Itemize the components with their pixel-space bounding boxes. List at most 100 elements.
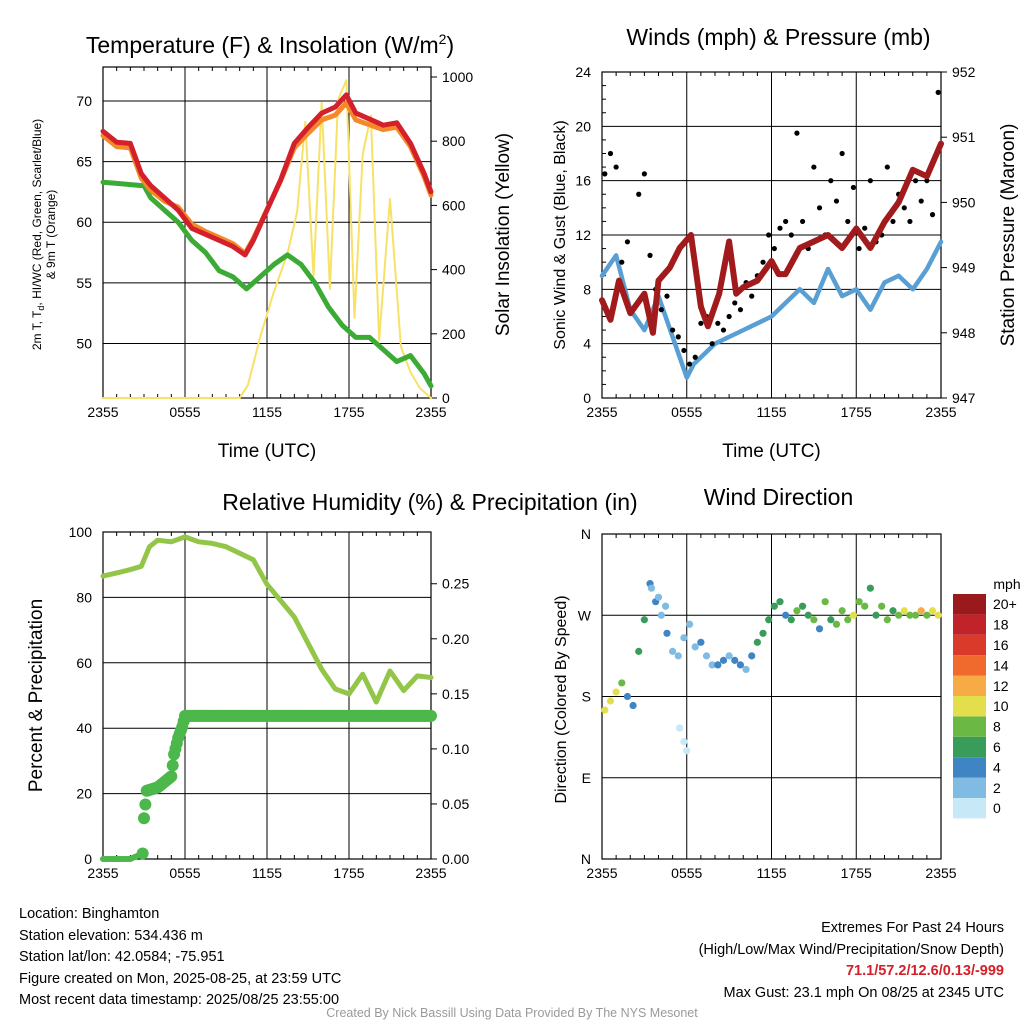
gust-point bbox=[624, 239, 631, 245]
gust-point bbox=[856, 245, 862, 252]
direction-point bbox=[900, 607, 908, 615]
wind-y2tick-label: 950 bbox=[952, 194, 976, 210]
station-pressure-line bbox=[599, 140, 944, 336]
wind-ytick-label: 20 bbox=[575, 118, 591, 134]
wind-ytick-label: 0 bbox=[583, 390, 591, 406]
rh-y-axis-label-group: Percent & Precipitation bbox=[26, 599, 47, 792]
wind-y2tick-label: 948 bbox=[952, 325, 976, 341]
temp-y2-axis-label: Solar Insolation (Yellow) bbox=[493, 133, 514, 336]
gust-point bbox=[720, 327, 727, 333]
colorbar-label: 20+ bbox=[993, 596, 1017, 612]
dir-xtick-label: 1755 bbox=[841, 865, 872, 881]
colorbar-swatch bbox=[953, 634, 986, 656]
wind-chart-title: Winds (mph) & Pressure (mb) bbox=[626, 24, 930, 50]
gust-point bbox=[918, 198, 924, 204]
direction-point bbox=[736, 661, 745, 669]
gust-point bbox=[636, 191, 642, 197]
wind-plot-frame bbox=[601, 71, 942, 399]
direction-point bbox=[765, 616, 773, 624]
direction-point bbox=[685, 620, 694, 628]
temp-plot-frame bbox=[102, 66, 432, 399]
dir-ytick-label: N bbox=[581, 851, 591, 867]
gust-point bbox=[675, 334, 681, 340]
extremes-values: 71.1/57.2/12.6/0.13/-999 bbox=[845, 963, 1004, 979]
extremes-info: Extremes For Past 24 Hours (High/Low/Max… bbox=[699, 918, 1004, 1004]
gust-point bbox=[647, 252, 653, 258]
station-info: Location: Binghamton Station elevation: … bbox=[19, 904, 341, 1012]
direction-point bbox=[895, 611, 903, 619]
colorbar-label: 8 bbox=[993, 719, 1001, 735]
latlon-text: Station lat/lon: 42.0584; -75.951 bbox=[19, 949, 225, 965]
wind-y2-axis-label-group: Station Pressure (Maroon) bbox=[998, 124, 1019, 347]
gust-point bbox=[692, 354, 698, 360]
gust-point bbox=[901, 205, 907, 211]
dir-chart-title: Wind Direction bbox=[704, 484, 854, 510]
direction-point bbox=[748, 652, 756, 660]
gust-point bbox=[907, 218, 913, 225]
colorbar-swatch bbox=[953, 777, 986, 798]
gust-point bbox=[602, 171, 608, 177]
colorbar-swatch bbox=[953, 798, 986, 819]
rh-y2tick-label: 0.25 bbox=[442, 576, 469, 592]
rh-y-axis-label: Percent & Precipitation bbox=[26, 599, 47, 792]
wind-y2-axis-label: Station Pressure (Maroon) bbox=[998, 124, 1019, 347]
gust-point bbox=[788, 232, 794, 238]
direction-point bbox=[640, 616, 648, 624]
colorbar-label: 16 bbox=[993, 637, 1009, 653]
direction-point bbox=[759, 629, 767, 637]
direction-point bbox=[725, 652, 733, 660]
gust-point bbox=[726, 313, 732, 320]
max-gust-text: Max Gust: 23.1 mph On 08/25 at 2345 UTC bbox=[723, 984, 1004, 1001]
gust-point bbox=[771, 245, 777, 252]
dewpoint-line bbox=[100, 179, 434, 389]
wind-xtick-label: 2355 bbox=[586, 404, 617, 420]
direction-point bbox=[849, 611, 858, 619]
direction-point bbox=[776, 598, 784, 606]
direction-point bbox=[708, 661, 716, 669]
colorbar-label: 14 bbox=[993, 657, 1009, 673]
rh-xtick-label: 2355 bbox=[87, 865, 118, 881]
temp-y2tick-label: 800 bbox=[442, 133, 466, 149]
direction-point bbox=[770, 602, 778, 610]
wind-xtick-label: 2355 bbox=[925, 404, 956, 420]
direction-point bbox=[742, 665, 750, 674]
dir-xtick-label: 0555 bbox=[671, 865, 702, 881]
dir-ytick-label: E bbox=[582, 770, 591, 786]
wind-xtick-label: 1155 bbox=[756, 404, 786, 420]
direction-point bbox=[934, 611, 942, 619]
direction-point bbox=[798, 602, 807, 610]
temp-y-axis-label-line2: & 9m T (Orange) bbox=[44, 190, 58, 280]
temp-y2tick-label: 0 bbox=[442, 390, 450, 406]
temp-xtick-label: 2355 bbox=[87, 404, 118, 420]
direction-point bbox=[676, 724, 684, 732]
temp-x-axis-label: Time (UTC) bbox=[218, 441, 317, 462]
rh-xtick-label: 1755 bbox=[333, 865, 364, 881]
wind-ytick-label: 24 bbox=[575, 64, 591, 80]
direction-point bbox=[623, 692, 632, 701]
colorbar-label: 4 bbox=[993, 759, 1001, 775]
wind-ytick-label: 16 bbox=[575, 173, 591, 189]
colorbar-label: 10 bbox=[993, 698, 1009, 714]
rh-ytick-label: 20 bbox=[76, 786, 92, 802]
rh-plot-frame bbox=[102, 531, 432, 860]
direction-point bbox=[629, 701, 637, 710]
wind-y-axis-label: Sonic Wind & Gust (Blue, Black) bbox=[552, 120, 569, 349]
precipitation-point bbox=[425, 709, 437, 722]
direction-point bbox=[815, 625, 824, 633]
direction-point bbox=[928, 607, 937, 615]
temp-xtick-label: 1755 bbox=[333, 404, 364, 420]
direction-point bbox=[714, 661, 722, 669]
gust-point bbox=[760, 259, 766, 265]
gust-point bbox=[912, 178, 919, 184]
colorbar-label: 6 bbox=[993, 739, 1001, 755]
gust-point bbox=[794, 130, 800, 136]
gust-point bbox=[850, 184, 857, 191]
direction-point bbox=[753, 638, 761, 646]
direction-point bbox=[680, 738, 688, 746]
colorbar-swatch bbox=[953, 736, 986, 758]
direction-point bbox=[923, 611, 931, 619]
gust-point bbox=[619, 259, 625, 265]
temp-ytick-label: 50 bbox=[76, 335, 92, 351]
gust-point bbox=[686, 361, 693, 367]
temp-ytick-label: 70 bbox=[76, 93, 92, 109]
